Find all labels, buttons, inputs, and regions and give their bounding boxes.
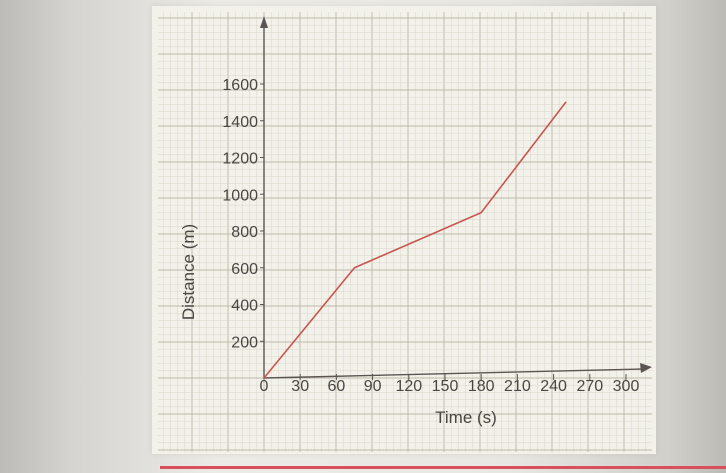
y-tick-label: 1400 <box>222 114 258 131</box>
distance-time-line <box>263 101 567 379</box>
series-group <box>263 101 567 379</box>
y-tick-label: 200 <box>231 334 258 351</box>
x-axis-arrow <box>640 363 652 373</box>
x-tick-label: 90 <box>364 378 382 395</box>
x-tick-labels: 0 30 60 90 120 150 180 210 240 270 300 <box>260 374 640 395</box>
x-tick-label: 270 <box>576 378 603 395</box>
x-tick-label: 30 <box>291 378 309 395</box>
x-tick-label: 210 <box>504 378 531 395</box>
y-axis-label: Distance (m) <box>179 224 198 320</box>
x-tick-label: 120 <box>395 378 422 395</box>
x-tick-label: 180 <box>468 378 495 395</box>
y-axis-arrow <box>260 16 268 28</box>
x-tick-label: 300 <box>613 378 640 395</box>
y-tick-label: 800 <box>231 224 258 241</box>
y-tick-label: 1600 <box>222 77 258 94</box>
y-tick-label: 600 <box>231 261 258 278</box>
graph-paper <box>152 6 656 454</box>
x-tick-label: 60 <box>328 378 346 395</box>
y-tick-label: 1000 <box>222 187 258 204</box>
x-tick-label: 0 <box>260 378 269 395</box>
axes <box>260 16 652 379</box>
y-tick-labels: 200 400 600 800 1000 1200 1400 1600 <box>222 77 264 351</box>
y-tick-label: 400 <box>231 298 258 315</box>
x-axis-label: Time (s) <box>435 408 497 427</box>
x-tick-label: 150 <box>432 378 459 395</box>
x-axis-line <box>263 368 643 379</box>
x-tick-label: 240 <box>540 378 567 395</box>
y-tick-label: 1200 <box>222 151 258 168</box>
grid <box>158 12 652 452</box>
red-page-rule <box>160 466 726 469</box>
